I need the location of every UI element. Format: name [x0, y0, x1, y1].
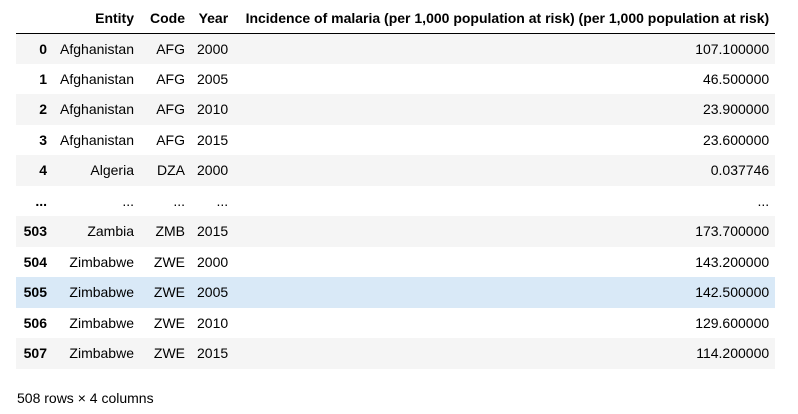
cell-year: 2010	[197, 101, 229, 118]
header-index	[16, 4, 53, 34]
cell-entity: Afghanistan	[60, 101, 134, 118]
table-row-highlighted: 505 Zimbabwe ZWE 2005 142.500000	[16, 277, 776, 308]
cell-value: 142.500000	[695, 284, 770, 301]
cell-entity: Algeria	[90, 162, 134, 179]
row-index: 0	[39, 40, 47, 57]
table-row: 4 Algeria DZA 2000 0.037746	[16, 155, 776, 186]
row-index: 4	[39, 162, 47, 179]
cell-code: AFG	[156, 40, 185, 57]
cell-value: 23.600000	[702, 131, 770, 148]
dataframe-table: Entity Code Year Incidence of malaria (p…	[16, 4, 776, 369]
table-row-ellipsis: ... ... ... ... ...	[16, 185, 776, 216]
table-row: 506 Zimbabwe ZWE 2010 129.600000	[16, 307, 776, 338]
table-row: 503 Zambia ZMB 2015 173.700000	[16, 216, 776, 247]
table-row: 1 Afghanistan AFG 2005 46.500000	[16, 63, 776, 94]
table-header: Entity Code Year Incidence of malaria (p…	[16, 4, 776, 34]
row-index: 2	[39, 101, 47, 118]
cell-entity: Afghanistan	[60, 131, 134, 148]
cell-year: 2015	[197, 131, 229, 148]
header-value: Incidence of malaria (per 1,000 populati…	[234, 4, 776, 34]
cell-code: AFG	[156, 131, 185, 148]
cell-year: 2005	[197, 70, 229, 87]
cell-entity: Zimbabwe	[69, 253, 134, 270]
cell-value: 114.200000	[696, 345, 770, 362]
cell-value: 23.900000	[702, 101, 770, 118]
header-year: Year	[191, 4, 235, 34]
header-entity: Entity	[53, 4, 140, 34]
cell-code: ZMB	[155, 223, 185, 240]
cell-entity: Afghanistan	[60, 70, 134, 87]
cell-entity: Zambia	[87, 223, 134, 240]
dataframe-shape-text: 508 rows × 4 columns	[17, 390, 154, 406]
cell-entity: ...	[122, 192, 134, 209]
cell-year: 2005	[197, 284, 229, 301]
cell-value: ...	[757, 192, 770, 209]
cell-code: ...	[173, 192, 185, 209]
cell-entity: Zimbabwe	[69, 345, 134, 362]
cell-code: AFG	[156, 70, 185, 87]
cell-code: AFG	[156, 101, 185, 118]
row-index: 507	[23, 345, 47, 362]
cell-value: 143.200000	[695, 253, 770, 270]
row-index: 503	[23, 223, 47, 240]
cell-code: DZA	[157, 162, 185, 179]
table-row: 2 Afghanistan AFG 2010 23.900000	[16, 94, 776, 125]
cell-value: 46.500000	[702, 70, 770, 87]
table-row: 3 Afghanistan AFG 2015 23.600000	[16, 124, 776, 155]
cell-entity: Zimbabwe	[69, 284, 134, 301]
header-code: Code	[140, 4, 191, 34]
table-body: 0 Afghanistan AFG 2000 107.100000 1 Afgh…	[16, 33, 776, 369]
row-index: ...	[35, 192, 47, 209]
row-index: 1	[39, 70, 47, 87]
cell-value: 0.037746	[710, 162, 770, 179]
table-row: 507 Zimbabwe ZWE 2015 114.200000	[16, 338, 776, 369]
cell-year: 2015	[197, 223, 229, 240]
cell-value: 173.700000	[695, 223, 770, 240]
cell-year: 2000	[197, 253, 229, 270]
row-index: 3	[39, 131, 47, 148]
header-row: Entity Code Year Incidence of malaria (p…	[16, 4, 776, 34]
table-row: 0 Afghanistan AFG 2000 107.100000	[16, 33, 776, 64]
cell-entity: Zimbabwe	[69, 314, 134, 331]
cell-code: ZWE	[153, 253, 185, 270]
cell-year: ...	[216, 192, 229, 209]
cell-value: 107.100000	[695, 40, 770, 57]
table-row: 504 Zimbabwe ZWE 2000 143.200000	[16, 246, 776, 277]
cell-year: 2000	[197, 40, 229, 57]
cell-year: 2015	[197, 345, 229, 362]
cell-code: ZWE	[153, 314, 185, 331]
cell-value: 129.600000	[695, 314, 770, 331]
cell-code: ZWE	[153, 284, 185, 301]
cell-entity: Afghanistan	[60, 40, 134, 57]
cell-code: ZWE	[153, 345, 185, 362]
row-index: 504	[23, 253, 47, 270]
row-index: 505	[23, 284, 47, 301]
row-index: 506	[23, 314, 47, 331]
cell-year: 2010	[197, 314, 229, 331]
cell-year: 2000	[197, 162, 229, 179]
